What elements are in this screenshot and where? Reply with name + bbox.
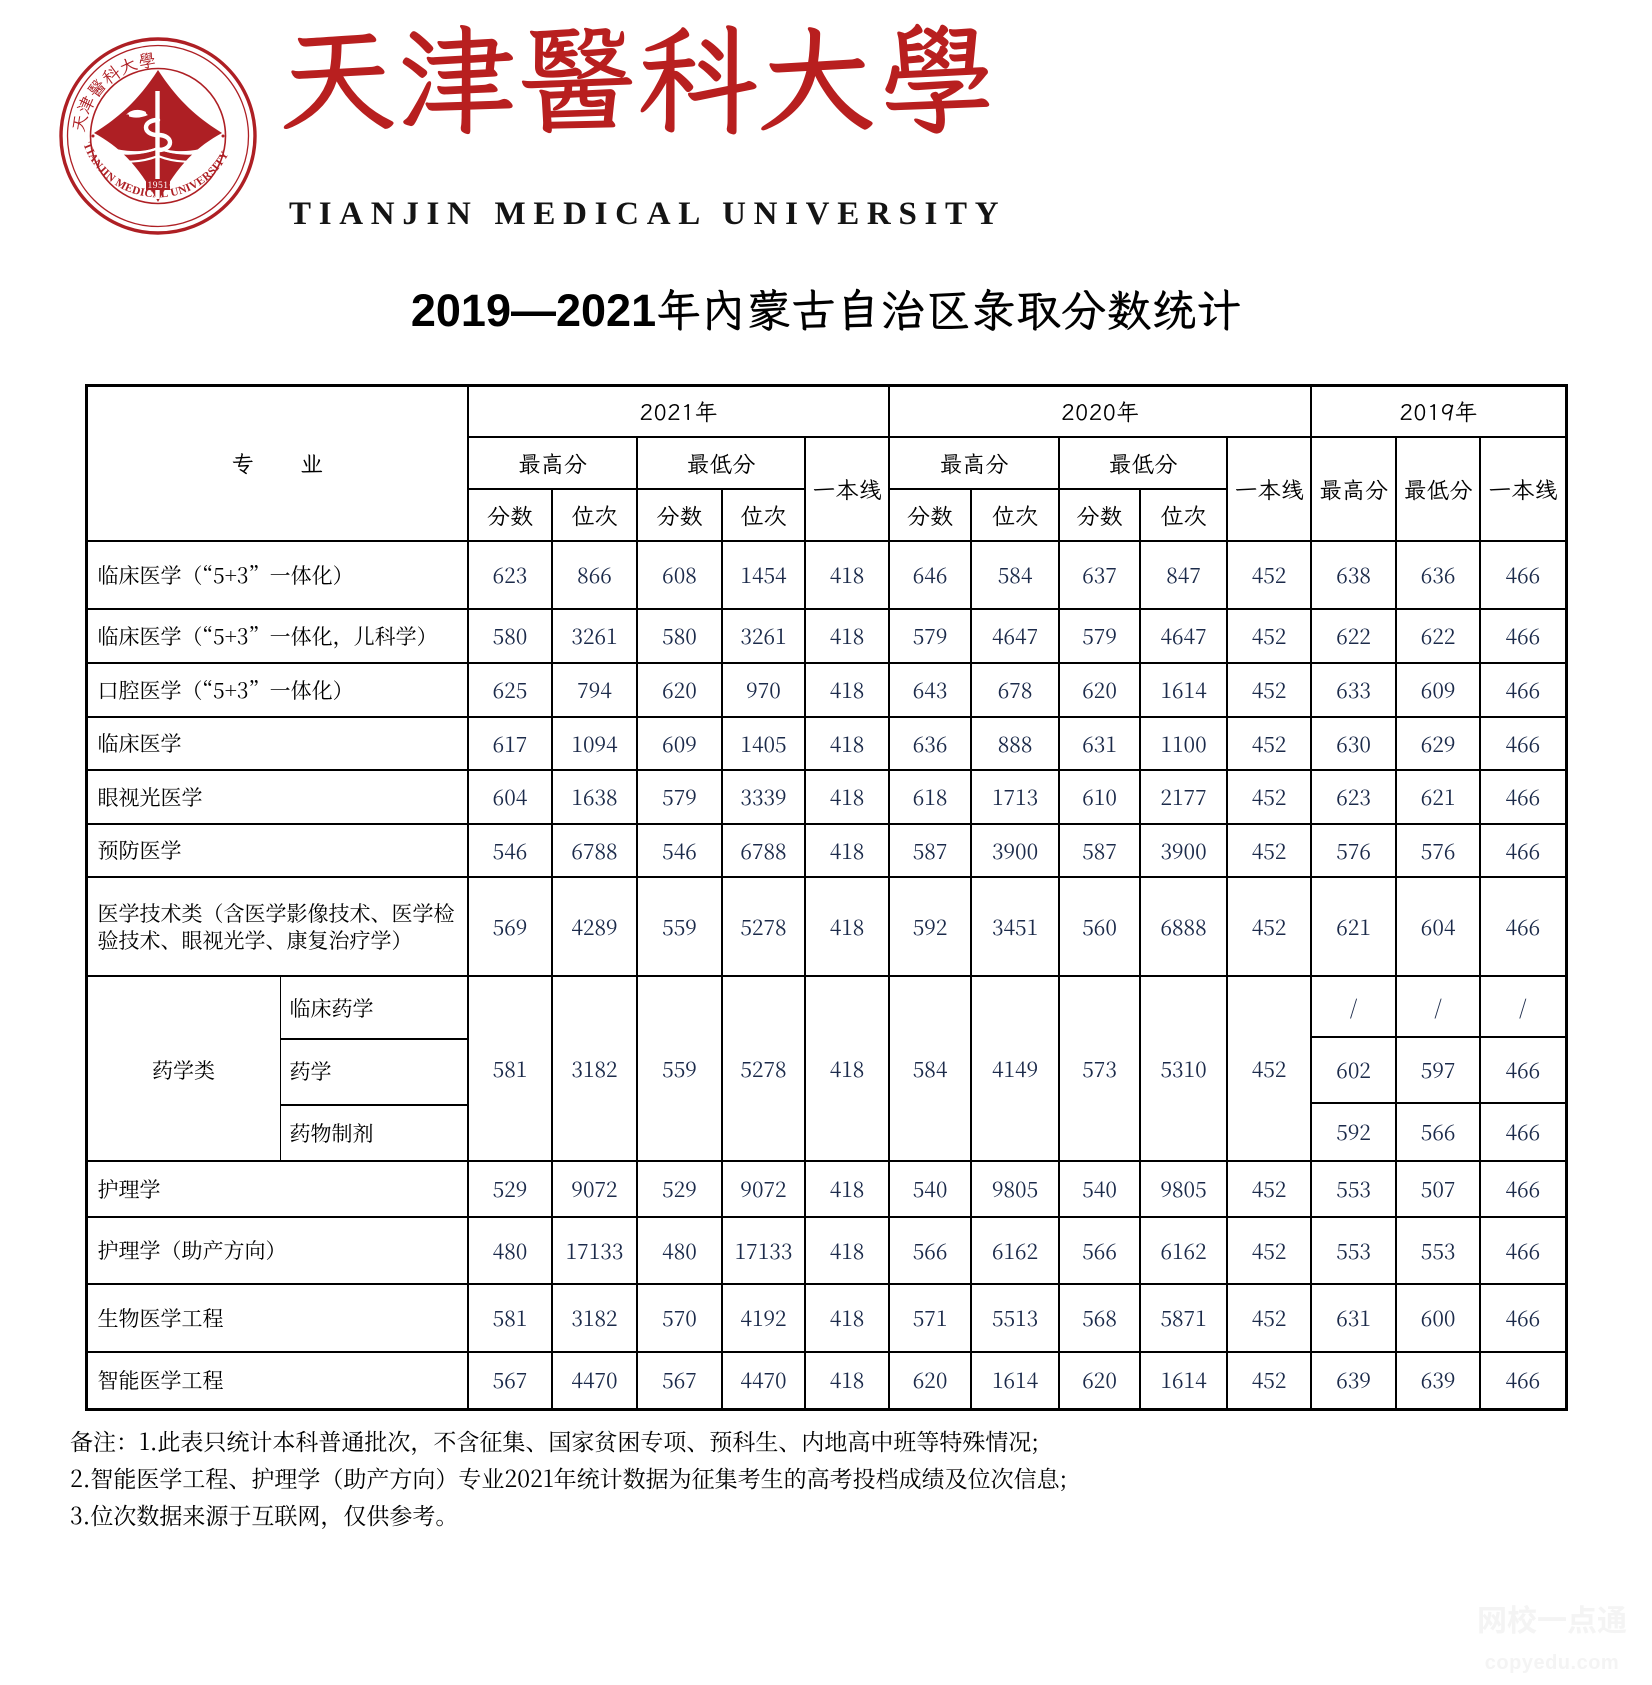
svg-text:·1951·: ·1951· — [144, 181, 172, 191]
